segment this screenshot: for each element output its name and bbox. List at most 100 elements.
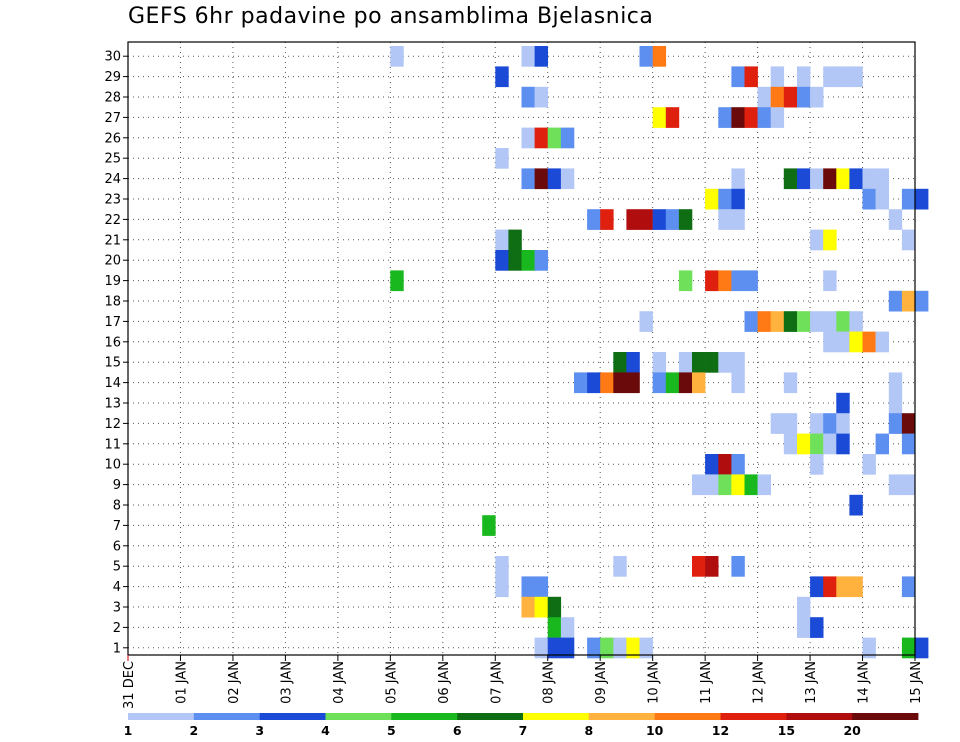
heatmap-cell xyxy=(521,46,535,67)
heatmap-cell xyxy=(901,229,916,251)
heatmap-cell xyxy=(692,372,706,394)
heatmap-cell xyxy=(678,372,693,394)
heatmap-cell xyxy=(718,474,732,496)
heatmap-cell xyxy=(587,637,601,659)
heatmap-cell xyxy=(901,433,916,455)
y-tick-label: 11 xyxy=(104,437,121,452)
heatmap-cell xyxy=(718,270,732,292)
heatmap-cell xyxy=(587,209,601,230)
heatmap-cell xyxy=(574,372,588,394)
colorbar-label: 15 xyxy=(778,723,795,738)
heatmap-cell xyxy=(744,474,758,496)
heatmap-cell xyxy=(797,596,811,618)
y-tick-label: 10 xyxy=(104,458,121,473)
heatmap-cell xyxy=(652,209,667,230)
heatmap-cell xyxy=(810,413,824,434)
x-tick-label: 14 JAN xyxy=(857,661,872,704)
x-tick-label: 07 JAN xyxy=(489,661,504,704)
heatmap-cell xyxy=(495,250,509,271)
heatmap-cell xyxy=(823,66,837,88)
heatmap-cell xyxy=(639,209,653,230)
y-tick-label: 12 xyxy=(104,417,121,432)
y-tick-label: 30 xyxy=(104,50,121,65)
heatmap-cell xyxy=(534,596,548,618)
colorbar-swatch xyxy=(128,713,195,720)
heatmap-cell xyxy=(770,311,785,332)
heatmap-cell xyxy=(521,596,535,618)
x-tick-label: 31 DEC xyxy=(122,661,137,709)
x-tick-label: 08 JAN xyxy=(542,661,557,704)
heatmap-cell xyxy=(731,188,745,210)
heatmap-cell xyxy=(770,413,785,434)
heatmap-cell xyxy=(731,270,745,292)
heatmap-cell xyxy=(521,127,535,149)
heatmap-cell xyxy=(797,617,811,638)
colorbar-legend: 1 2 3 4 5 6 7 8 10 12 15 20 xyxy=(124,713,919,738)
y-tick-label: 3 xyxy=(113,601,121,616)
heatmap-cell xyxy=(836,576,850,598)
heatmap-cell xyxy=(888,474,903,496)
heatmap-cell xyxy=(836,66,850,88)
heatmap-cell xyxy=(783,311,798,332)
heatmap-cell xyxy=(705,556,719,577)
y-tick-label: 4 xyxy=(113,580,121,595)
heatmap-cell xyxy=(560,168,575,190)
heatmap-cell xyxy=(534,637,548,659)
heatmap-cell xyxy=(915,637,929,659)
heatmap-cell xyxy=(901,637,916,659)
heatmap-cell xyxy=(744,311,758,332)
heatmap-cell xyxy=(810,311,824,332)
heatmap-cell xyxy=(757,311,771,332)
heatmap-cell xyxy=(678,209,693,230)
heatmap-cell xyxy=(915,290,929,312)
x-tick-label: 03 JAN xyxy=(279,661,294,704)
heatmap-cell xyxy=(705,188,719,210)
heatmap-cell xyxy=(901,413,916,434)
y-tick-label: 14 xyxy=(104,376,121,391)
heatmap-cell xyxy=(705,352,719,373)
heatmap-cell xyxy=(862,637,876,659)
heatmap-cell xyxy=(744,107,758,128)
heatmap-cell xyxy=(810,433,824,455)
heatmap-cell xyxy=(823,311,837,332)
colorbar-swatch xyxy=(259,713,326,720)
heatmap-cell xyxy=(731,107,745,128)
colorbar-label: 2 xyxy=(189,723,198,738)
heatmap-cell xyxy=(875,188,889,210)
y-tick-label: 2 xyxy=(113,621,121,636)
heatmap-cell xyxy=(757,86,771,108)
heatmap-cell xyxy=(600,209,614,230)
heatmap-cell xyxy=(639,637,653,659)
heatmap-cell xyxy=(823,331,837,353)
heatmap-cell xyxy=(875,168,889,190)
heatmap-cell xyxy=(665,209,680,230)
heatmap-cell xyxy=(810,454,824,475)
heatmap-cell xyxy=(862,188,876,210)
heatmap-cell xyxy=(547,168,562,190)
heatmap-cell xyxy=(823,168,837,190)
heatmap-cell xyxy=(849,66,863,88)
heatmap-cell xyxy=(810,168,824,190)
heatmap-cell xyxy=(718,352,732,373)
heatmap-cell xyxy=(534,46,548,67)
heatmap-cell xyxy=(495,576,509,598)
y-tick-label: 19 xyxy=(104,274,121,289)
heatmap-cell xyxy=(731,209,745,230)
heatmap-cell xyxy=(495,148,509,169)
y-tick-label: 1 xyxy=(113,641,121,656)
colorbar-swatch xyxy=(852,713,919,720)
colorbar-label: 3 xyxy=(255,723,264,738)
colorbar-label: 10 xyxy=(646,723,664,738)
colorbar-label: 8 xyxy=(584,723,593,738)
y-tick-label: 28 xyxy=(104,91,121,106)
heatmap-cell xyxy=(613,556,627,577)
heatmap-cell xyxy=(495,66,509,88)
x-tick-label: 10 JAN xyxy=(647,661,662,704)
heatmap-cell xyxy=(797,311,811,332)
y-tick-label: 15 xyxy=(104,356,121,371)
heatmap-cell xyxy=(705,270,719,292)
heatmap-cell xyxy=(626,209,640,230)
y-tick-label: 25 xyxy=(104,152,121,167)
axes: 1234567891011121314151617181920212223242… xyxy=(104,41,924,709)
